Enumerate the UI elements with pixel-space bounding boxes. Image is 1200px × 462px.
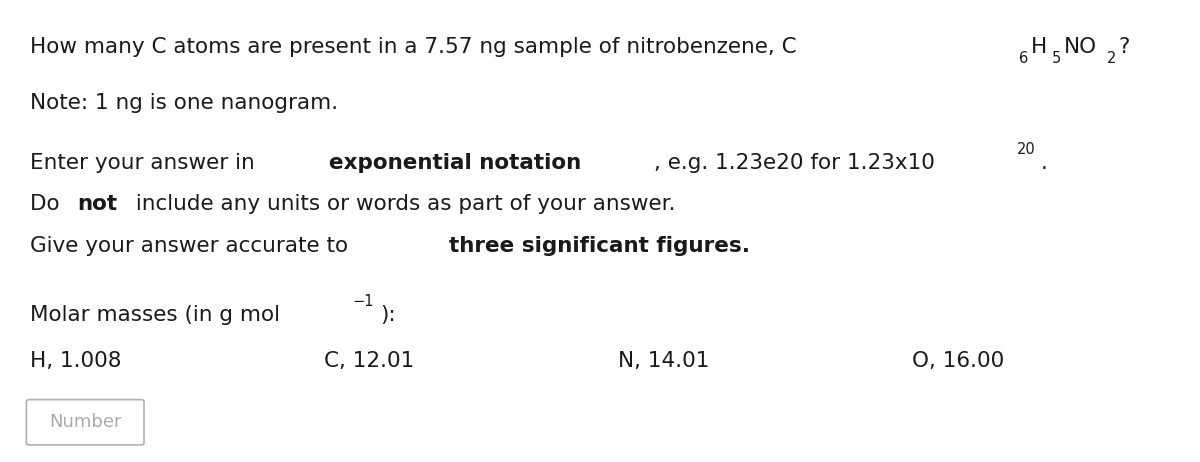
Text: −1: −1: [353, 294, 374, 309]
Text: ):: ):: [380, 305, 396, 325]
Text: 5: 5: [1052, 51, 1061, 66]
Text: NO: NO: [1064, 37, 1097, 57]
Text: Enter your answer in: Enter your answer in: [30, 152, 262, 173]
Text: not: not: [77, 194, 118, 214]
Text: Molar masses (in g mol: Molar masses (in g mol: [30, 305, 280, 325]
Text: 20: 20: [1016, 142, 1036, 157]
Text: ?: ?: [1118, 37, 1130, 57]
Text: 2: 2: [1106, 51, 1116, 66]
Text: Do: Do: [30, 194, 66, 214]
Text: , e.g. 1.23e20 for 1.23x10: , e.g. 1.23e20 for 1.23x10: [654, 152, 935, 173]
Text: N, 14.01: N, 14.01: [618, 351, 709, 371]
Text: include any units or words as part of your answer.: include any units or words as part of yo…: [128, 194, 676, 214]
Text: exponential notation: exponential notation: [329, 152, 581, 173]
Text: H: H: [1031, 37, 1048, 57]
Text: C, 12.01: C, 12.01: [324, 351, 414, 371]
FancyBboxPatch shape: [26, 400, 144, 445]
Text: three significant figures.: three significant figures.: [449, 236, 750, 256]
Text: O, 16.00: O, 16.00: [912, 351, 1004, 371]
Text: Note: 1 ng is one nanogram.: Note: 1 ng is one nanogram.: [30, 92, 338, 113]
Text: How many C atoms are present in a 7.57 ng sample of nitrobenzene, C: How many C atoms are present in a 7.57 n…: [30, 37, 797, 57]
Text: 6: 6: [1019, 51, 1028, 66]
Text: .: .: [1040, 152, 1048, 173]
Text: Number: Number: [49, 413, 121, 431]
Text: H, 1.008: H, 1.008: [30, 351, 121, 371]
Text: Give your answer accurate to: Give your answer accurate to: [30, 236, 355, 256]
